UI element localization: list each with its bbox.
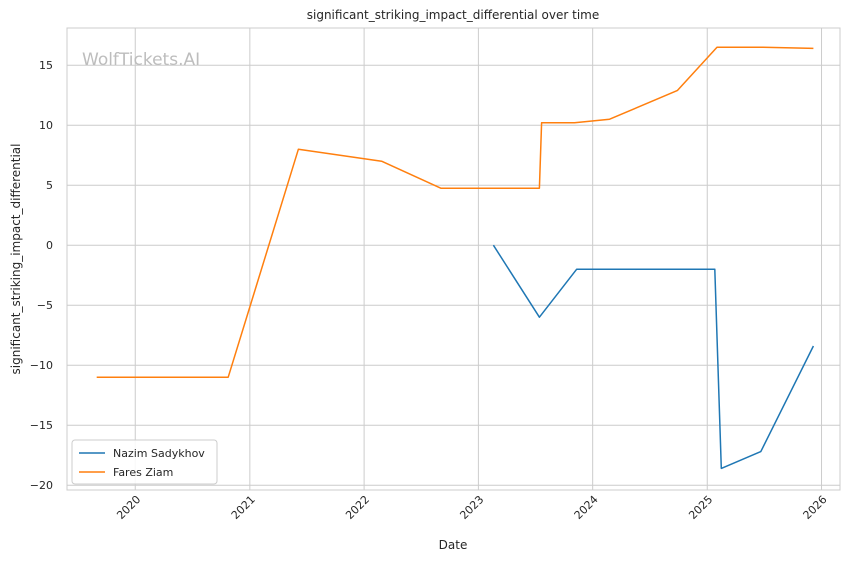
chart-title: significant_striking_impact_differential… (307, 8, 599, 22)
series-line-nazim-sadykhov (492, 244, 815, 470)
y-tick-label: 0 (46, 239, 53, 252)
watermark-text: WolfTickets.AI (82, 50, 200, 70)
legend-label-fares-ziam: Fares Ziam (113, 466, 173, 479)
y-tick-label: −10 (30, 359, 53, 372)
y-tick-label: 10 (39, 119, 53, 132)
plot-area (67, 28, 840, 490)
series-line-fares-ziam (96, 46, 814, 378)
y-tick-label: −5 (37, 299, 53, 312)
x-axis-title: Date (439, 538, 468, 552)
legend-label-nazim-sadykhov: Nazim Sadykhov (113, 447, 205, 460)
legend-box (71, 439, 218, 485)
legend: Nazim Sadykhov Fares Ziam (71, 439, 218, 485)
plot-frame (66, 27, 841, 491)
y-tick-label: −15 (30, 419, 53, 432)
grid-lines (67, 28, 840, 490)
series-lines (96, 46, 815, 470)
y-tick-label: 5 (46, 179, 53, 192)
y-tick-label: 15 (39, 59, 53, 72)
y-axis-title: significant_striking_impact_differential (9, 144, 23, 375)
y-tick-label: −20 (30, 479, 53, 492)
